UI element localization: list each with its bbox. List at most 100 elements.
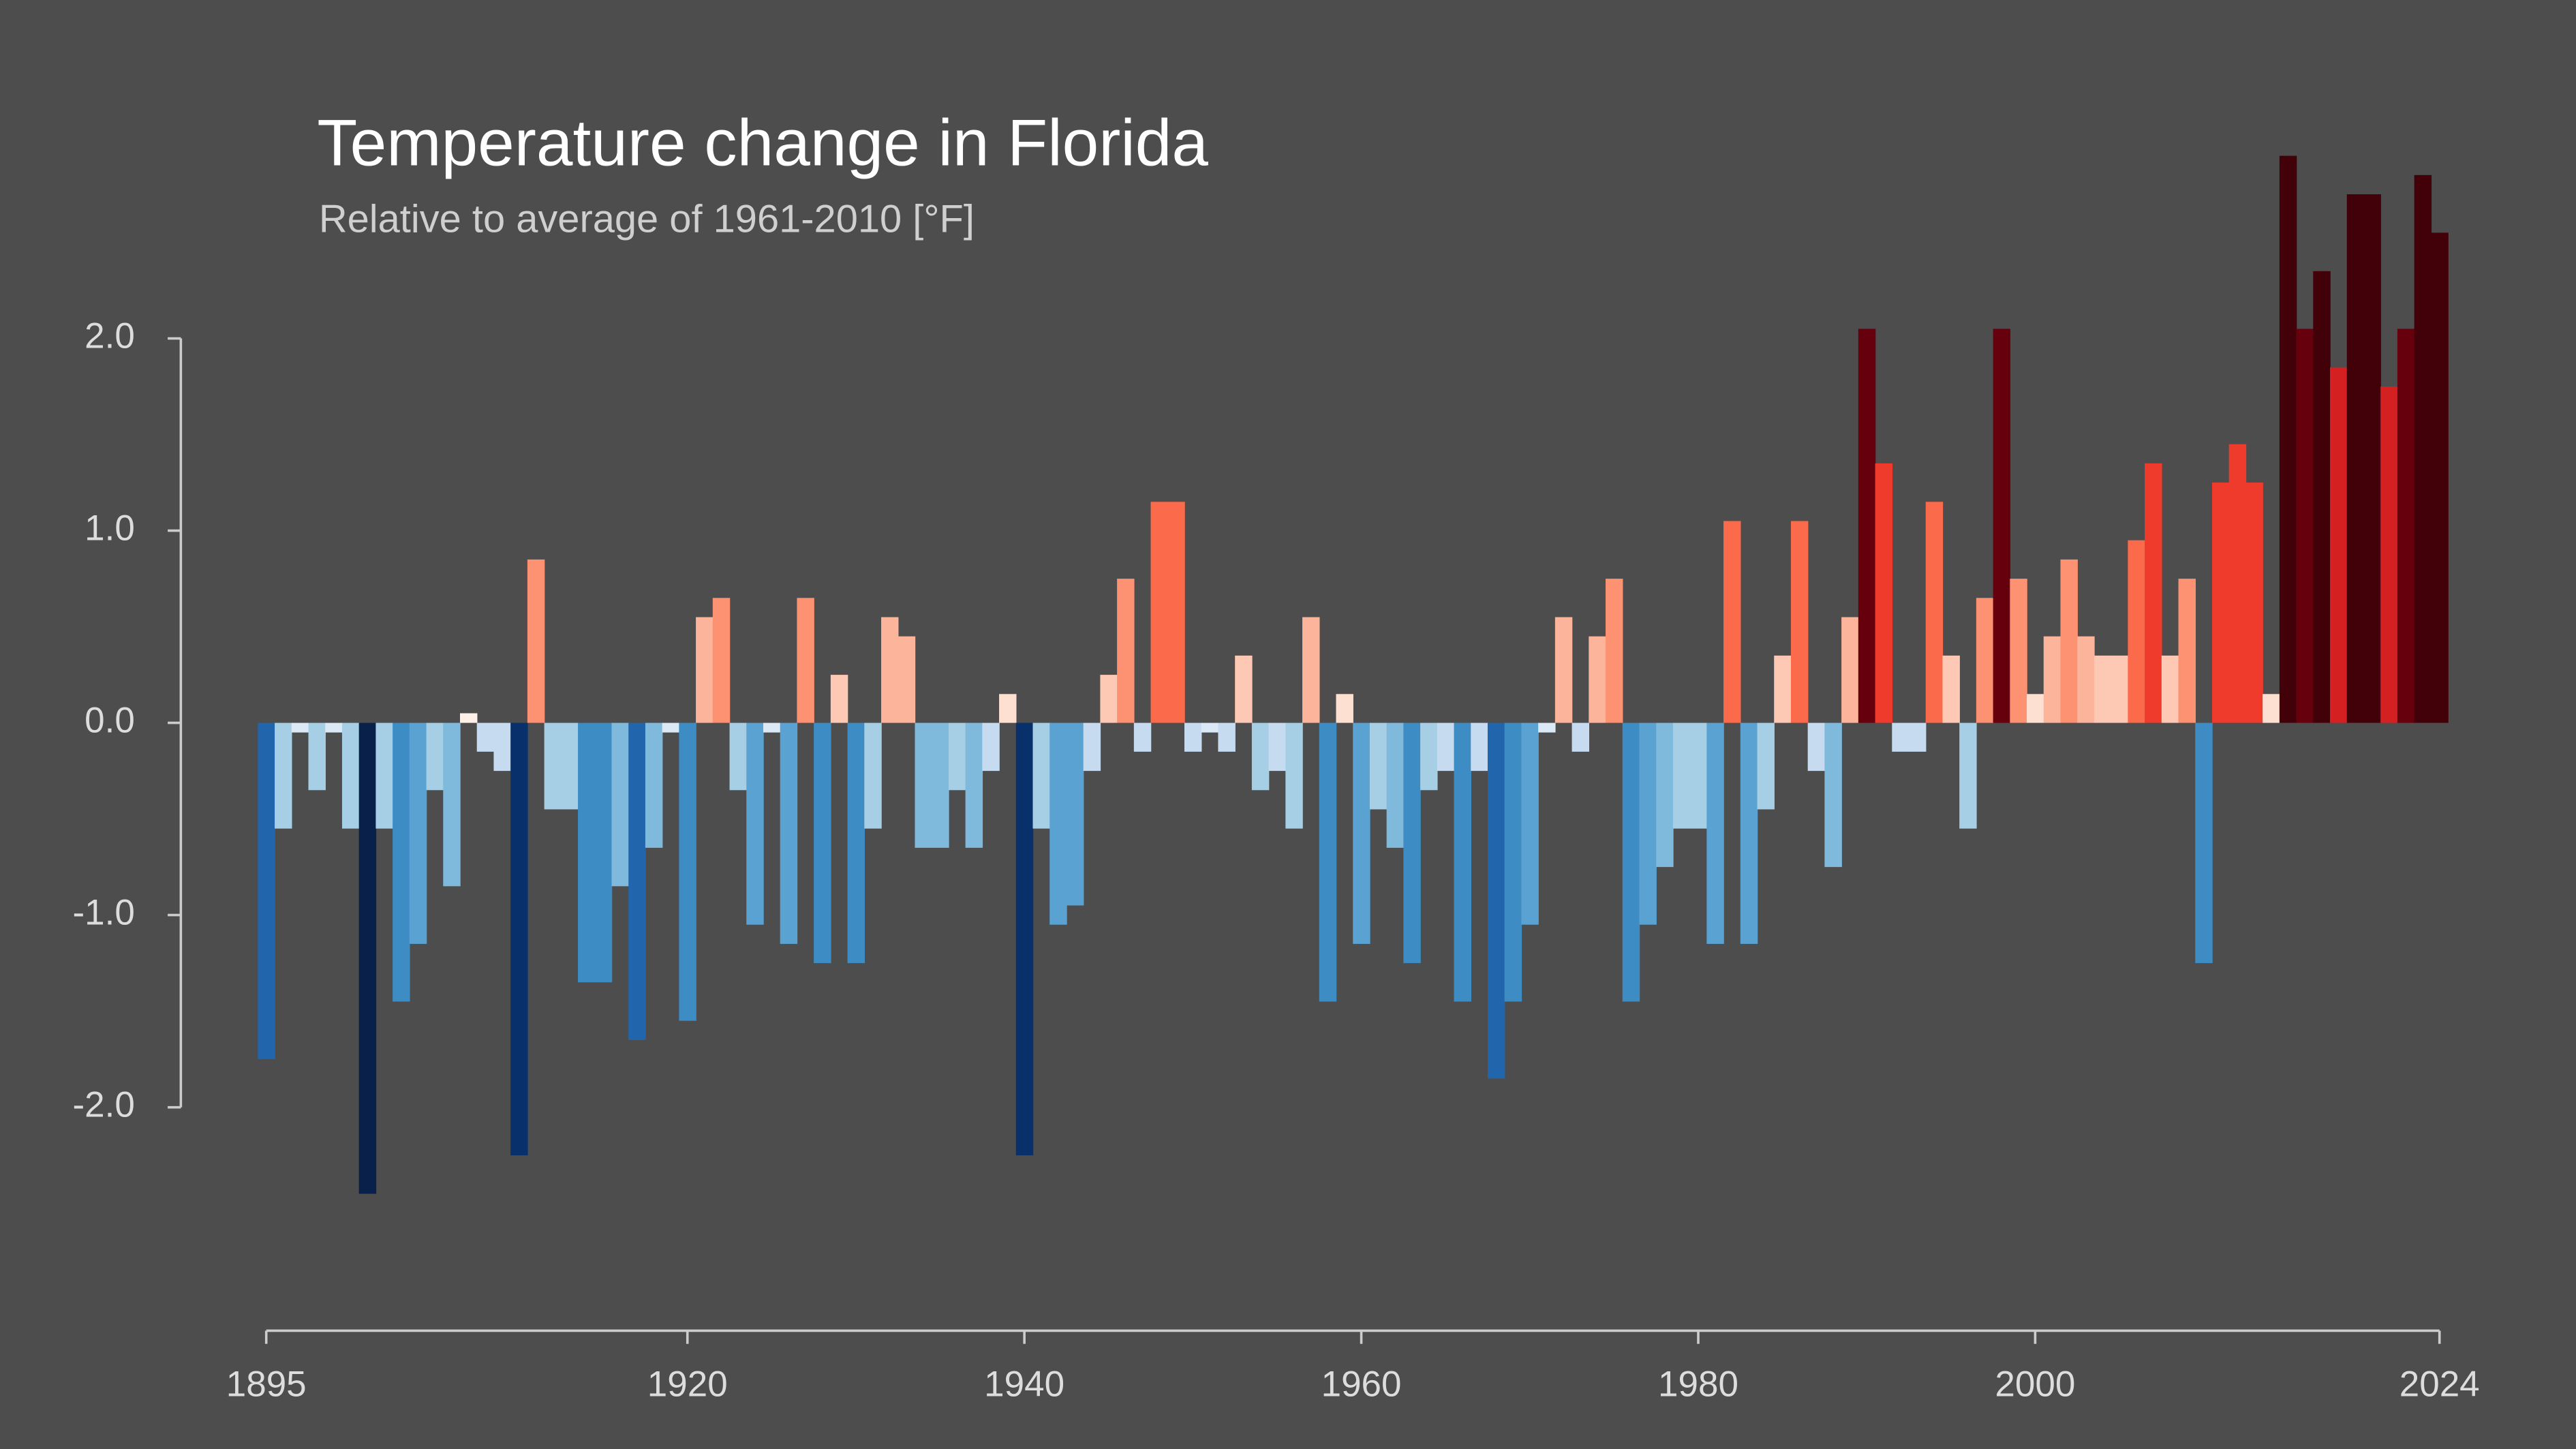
bar — [594, 722, 613, 983]
bar — [1015, 722, 1034, 1156]
bar — [729, 722, 747, 791]
bar — [1807, 722, 1826, 772]
bar — [1100, 675, 1118, 723]
bar — [1774, 655, 1792, 723]
bar — [1740, 722, 1758, 944]
bar — [1302, 617, 1320, 723]
bar — [662, 722, 680, 733]
bar — [628, 722, 646, 1040]
bar — [1268, 722, 1287, 772]
bar — [1689, 722, 1708, 829]
bar — [2346, 194, 2365, 723]
bar — [460, 713, 478, 723]
bar — [1909, 722, 1927, 752]
bar — [814, 722, 831, 964]
bar — [1925, 502, 1944, 723]
bar — [2380, 386, 2398, 723]
bar — [2111, 655, 2129, 723]
bar — [1471, 722, 1488, 772]
bar — [1858, 329, 1876, 723]
y-tick-label: 0.0 — [85, 701, 135, 741]
bar — [696, 617, 714, 723]
bar — [1437, 722, 1455, 772]
bar — [1554, 617, 1573, 723]
bar — [1336, 694, 1353, 723]
bar — [932, 722, 949, 848]
bar — [1538, 722, 1556, 733]
bar — [2414, 174, 2432, 723]
bar — [1184, 722, 1202, 752]
x-tick-label: 1980 — [1658, 1364, 1738, 1404]
bar — [1639, 722, 1657, 925]
bar — [443, 722, 461, 887]
bar — [1353, 722, 1370, 944]
bar — [746, 722, 764, 925]
bar — [2330, 367, 2348, 723]
bar — [999, 694, 1017, 723]
x-tick-label: 1895 — [226, 1364, 307, 1404]
bar — [341, 722, 360, 829]
y-tick-label: -2.0 — [73, 1085, 135, 1125]
bar — [409, 722, 427, 944]
bar — [2363, 194, 2381, 723]
bar — [1504, 722, 1522, 1002]
bar — [797, 598, 814, 723]
bar — [1285, 722, 1303, 829]
bar — [1083, 722, 1101, 772]
bar — [544, 722, 562, 810]
bar — [881, 617, 899, 723]
bar — [1150, 502, 1169, 723]
y-tick-label: 2.0 — [85, 316, 135, 356]
bar — [1487, 722, 1505, 1079]
bar — [915, 722, 932, 848]
bar — [2431, 232, 2449, 723]
bar — [527, 559, 545, 723]
bar — [898, 636, 916, 723]
bar — [830, 675, 848, 723]
chart-subtitle: Relative to average of 1961-2010 [°F] — [319, 198, 975, 241]
bar — [578, 722, 596, 983]
bar — [1319, 722, 1337, 1002]
x-tick-label: 1940 — [984, 1364, 1064, 1404]
bar — [1571, 722, 1590, 752]
bar — [476, 722, 495, 752]
bar — [393, 722, 410, 1002]
bar — [1032, 722, 1050, 829]
bar — [2313, 271, 2331, 723]
bar — [2077, 636, 2095, 723]
bar — [1420, 722, 1438, 791]
bar — [2211, 483, 2230, 723]
x-tick-label: 2024 — [2399, 1364, 2480, 1404]
bar — [2228, 444, 2247, 723]
bar — [1606, 579, 1623, 723]
bar — [291, 722, 309, 733]
bar — [258, 722, 275, 1060]
bar — [2161, 655, 2179, 723]
bar — [1218, 722, 1236, 752]
bar — [2195, 722, 2213, 964]
bar — [1723, 521, 1741, 723]
bar — [1824, 722, 1842, 868]
bar — [965, 722, 983, 848]
bar — [1386, 722, 1405, 848]
bar — [611, 722, 629, 887]
bar — [308, 722, 326, 791]
bar — [561, 722, 579, 810]
bar — [375, 722, 393, 829]
bar — [493, 722, 511, 772]
bar — [1757, 722, 1775, 810]
bar — [645, 722, 663, 848]
bar — [2128, 540, 2145, 723]
bar — [1790, 521, 1809, 723]
bar — [1454, 722, 1471, 1002]
bar — [2094, 655, 2112, 723]
bar — [763, 722, 781, 733]
bar — [1201, 722, 1219, 733]
y-tick-label: 1.0 — [85, 508, 135, 549]
bar — [1892, 722, 1910, 752]
bar — [2296, 329, 2314, 723]
bar — [2145, 463, 2162, 723]
bar — [2279, 155, 2297, 723]
